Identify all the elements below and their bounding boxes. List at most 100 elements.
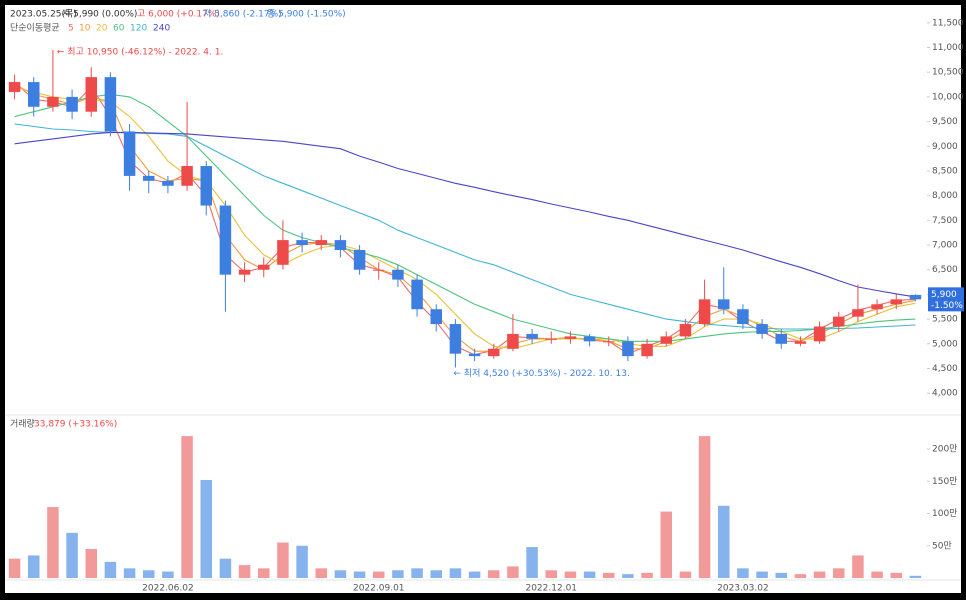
candle-body (47, 96, 59, 107)
candle-body (545, 338, 557, 340)
volume-bar (718, 505, 730, 578)
volume-bar (277, 542, 289, 578)
annotation: ← 최저 4,520 (+30.53%) - 2022. 10. 13. (453, 368, 629, 379)
volume-bar (679, 571, 692, 578)
last-price-tag (928, 287, 964, 312)
volume-bar (430, 570, 442, 578)
candle-body (660, 336, 672, 344)
volume-bar (66, 532, 78, 578)
candle-body (679, 324, 692, 337)
volume-bar (583, 571, 596, 578)
volume-bar (526, 547, 538, 578)
candle-body (104, 77, 117, 132)
volume-bar (296, 545, 308, 578)
candle-body (641, 343, 653, 357)
volume-bar (315, 568, 327, 578)
candle-body (28, 82, 40, 107)
candle-body (852, 309, 864, 317)
x-tick-label: 2022.12.01 (525, 584, 577, 594)
volume-bar (181, 436, 193, 578)
y-tick-label: 10,500 (932, 68, 964, 78)
x-tick-label: 2022.09.01 (353, 584, 405, 594)
y-tick-label: 9,000 (932, 142, 958, 152)
candle-body (737, 309, 749, 325)
y-tick-label: 9,500 (932, 117, 958, 127)
volume-bar (104, 561, 117, 578)
volume-bar (392, 570, 404, 578)
legend-title: 단순이동평균 (10, 23, 60, 34)
volume-bar (449, 568, 462, 578)
volume-bar (737, 568, 749, 578)
y-tick-label: 8,500 (932, 166, 958, 176)
header-low: 저 5,860 (-2.17%) (203, 9, 282, 20)
volume-bar (85, 548, 97, 578)
y-tick-label: 7,000 (932, 241, 958, 251)
candle-body (775, 333, 787, 344)
volume-bar (660, 511, 672, 578)
volume-bar (852, 555, 864, 578)
y-tick-label: 150만 (932, 476, 957, 487)
candle-body (871, 304, 883, 310)
candle-body (373, 269, 385, 271)
volume-bar (258, 568, 270, 578)
volume-bar (890, 572, 902, 578)
candle-body (794, 341, 807, 344)
legend-entry: 20 (96, 24, 108, 34)
candle-body (718, 299, 730, 310)
volume-bar (373, 571, 385, 578)
candle-body (449, 324, 462, 354)
candle-body (258, 264, 270, 270)
candle-body (123, 131, 136, 176)
y-tick-label: 5,000 (932, 339, 958, 349)
candle-body (526, 333, 538, 339)
candle-body (238, 269, 251, 275)
volume-bar (756, 571, 768, 578)
legend-entry: 10 (79, 24, 91, 34)
volume-bar (488, 570, 500, 578)
volume-subtitle: 33,879 (+33.16%) (34, 420, 117, 430)
legend-entry: 240 (153, 24, 170, 34)
header-close: 종 5,900 (-1.50%) (267, 9, 346, 20)
volume-bar (698, 436, 711, 578)
candle-body (277, 240, 289, 265)
last-change-label: -1.50% (931, 301, 963, 311)
y-tick-label: 7,500 (932, 216, 958, 226)
volume-bar (28, 555, 40, 578)
volume-bar (813, 571, 826, 578)
candle-body (8, 82, 21, 92)
annotation: ← 최고 10,950 (-46.12%) - 2022. 4. 1. (57, 46, 223, 57)
volume-bar (219, 558, 232, 578)
x-tick-label: 2022.06.02 (142, 584, 194, 594)
legend-entry: 5 (68, 24, 74, 34)
candle-body (162, 180, 174, 186)
header-date: 2023.05.25(목) (10, 9, 77, 20)
legend-entry: 60 (113, 24, 125, 34)
candle-body (564, 336, 577, 339)
candle-body (315, 240, 327, 246)
volume-bar (775, 572, 787, 578)
volume-bar (123, 568, 136, 578)
volume-title: 거래량 (10, 418, 35, 430)
chart-background (5, 5, 961, 593)
candle-body (85, 77, 97, 112)
candle-body (353, 249, 366, 270)
header-open: 시 5,990 (0.00%) (62, 9, 137, 20)
candle-body (813, 326, 826, 342)
volume-bar (200, 479, 212, 578)
volume-bar (143, 570, 155, 578)
candle-body (66, 96, 78, 112)
header-high: 고 6,000 (+0.17%) (137, 10, 220, 20)
candle-body (392, 269, 404, 280)
volume-bar (468, 571, 481, 578)
candle-body (488, 348, 500, 357)
volume-bar (603, 572, 615, 578)
moving-average-line (14, 131, 916, 298)
candle-body (219, 205, 232, 275)
y-tick-label: 6,500 (932, 265, 958, 275)
y-tick-label: 4,000 (932, 389, 958, 399)
y-tick-label: 11,500 (932, 18, 964, 28)
volume-bar (162, 571, 174, 578)
volume-bar (411, 568, 423, 578)
y-tick-label: 200만 (932, 444, 957, 455)
